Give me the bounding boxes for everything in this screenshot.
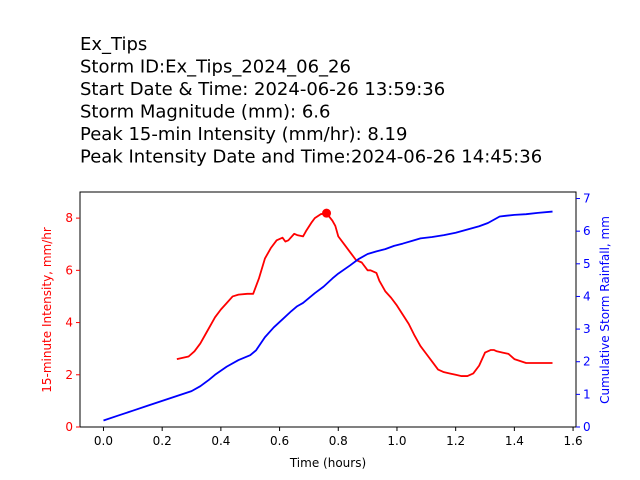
peak-intensity-marker <box>322 208 332 218</box>
x-axis-label: Time (hours) <box>289 456 366 470</box>
left-y-tick-label: 2 <box>65 368 73 382</box>
x-tick-label: 1.0 <box>387 434 406 448</box>
x-tick-label: 0.6 <box>270 434 289 448</box>
x-tick-label: 1.6 <box>564 434 583 448</box>
x-tick-label: 0.2 <box>153 434 172 448</box>
right-y-tick-label: 3 <box>583 322 591 336</box>
x-tick-label: 0.0 <box>94 434 113 448</box>
x-tick-label: 0.4 <box>211 434 230 448</box>
plot-area <box>103 208 553 422</box>
right-y-tick-label: 5 <box>583 257 591 271</box>
left-y-tick-label: 4 <box>65 316 73 330</box>
right-y-tick-label: 1 <box>583 387 591 401</box>
right-y-tick-label: 7 <box>583 192 591 206</box>
left-y-tick-label: 8 <box>65 211 73 225</box>
plot-frame <box>79 191 577 428</box>
right-y-tick-label: 2 <box>583 355 591 369</box>
left-y-tick-label: 0 <box>65 420 73 434</box>
right-y-axis-label: Cumulative Storm Rainfall, mm <box>598 216 612 404</box>
intensity-series-line <box>176 212 553 377</box>
x-tick-label: 1.2 <box>446 434 465 448</box>
left-y-axis-label: 15-minute Intensity, mm/hr <box>40 227 54 393</box>
right-y-tick-label: 0 <box>583 420 591 434</box>
cumulative-series-line <box>103 210 553 422</box>
title-line: Ex_Tips <box>80 34 147 55</box>
title-line: Storm ID:Ex_Tips_2024_06_26 <box>80 57 351 78</box>
title-line: Start Date & Time: 2024-06-26 13:59:36 <box>80 79 445 100</box>
left-y-tick-label: 6 <box>65 263 73 277</box>
x-tick-label: 1.4 <box>505 434 524 448</box>
right-y-tick-label: 4 <box>583 289 591 303</box>
title-line: Peak Intensity Date and Time:2024-06-26 … <box>80 147 542 168</box>
title-line: Storm Magnitude (mm): 6.6 <box>80 102 330 123</box>
x-tick-label: 0.8 <box>329 434 348 448</box>
right-y-tick-label: 6 <box>583 224 591 238</box>
title-line: Peak 15-min Intensity (mm/hr): 8.19 <box>80 124 407 145</box>
